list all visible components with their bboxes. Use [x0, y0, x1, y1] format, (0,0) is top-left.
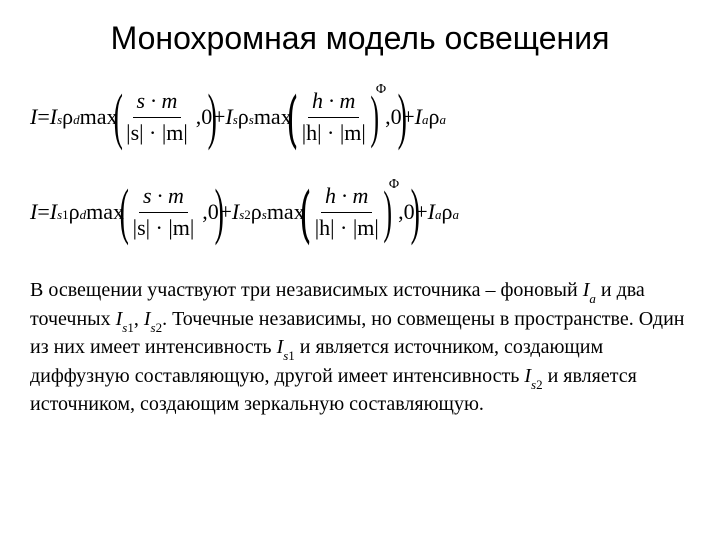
f1-Is2: I — [225, 104, 232, 130]
f2-rho-s-sub: s — [262, 207, 267, 223]
rparen-icon: ) — [208, 87, 217, 147]
f1-frac2: h · m |h| · |m| — [298, 88, 370, 146]
f2-rho-d-sub: d — [80, 207, 87, 223]
rparen-icon: ) — [214, 182, 223, 242]
f2-rho-d: ρ — [69, 199, 80, 225]
f1-Ia: I — [415, 104, 422, 130]
f2-Is2: I — [232, 199, 239, 225]
f1-Is-sub: s — [57, 112, 62, 128]
f1-max2: max — [254, 104, 292, 130]
p-Ia-sub: a — [589, 291, 596, 306]
f1-frac1-den-s: |s| · |m| — [126, 120, 188, 145]
p-Is1-num: 1 — [127, 320, 134, 335]
f1-rho-d-sub: d — [73, 112, 80, 128]
p-t1: В освещении участвуют три независимых ис… — [30, 279, 583, 301]
lparen-icon: ( — [302, 184, 311, 240]
f2-frac1: s · m |s| · |m| — [129, 183, 199, 241]
f2-Ia-sub: a — [435, 207, 442, 223]
rparen-icon: ) — [410, 182, 419, 242]
lparen-icon: ( — [113, 87, 122, 147]
f2-Is1: I — [50, 199, 57, 225]
rparen-icon: ) — [397, 87, 406, 147]
f1-rho-s: ρ — [238, 104, 249, 130]
f2-Is2-num: 2 — [244, 207, 251, 223]
f2-eq: = — [37, 199, 49, 225]
formula-2: I = Is1 ρd max ( s · m |s| · |m| ,0 ) + … — [30, 182, 690, 242]
f2-rho-s: ρ — [251, 199, 262, 225]
f2-frac1-den: |s| · |m| — [133, 215, 195, 240]
f2-phi: Φ — [389, 177, 399, 193]
f1-rho-a: ρ — [428, 104, 439, 130]
f1-frac2-den: |h| · |m| — [302, 120, 366, 145]
f1-frac1-num: s · m — [137, 88, 178, 113]
f1-eq: = — [37, 104, 49, 130]
lparen-icon: ( — [289, 89, 298, 145]
f1-Ia-sub: a — [422, 112, 429, 128]
page-title: Монохромная модель освещения — [30, 20, 690, 57]
f1-Is: I — [50, 104, 57, 130]
p-Is2: I — [144, 308, 151, 330]
f2-rho-a: ρ — [441, 199, 452, 225]
f1-frac1: s · m |s| · |m| — [122, 88, 192, 146]
f1-frac2-num: h · m — [312, 88, 355, 113]
p-Is2-sub: s — [151, 320, 156, 335]
f2-rho-a-sub: a — [452, 207, 459, 223]
f1-rho-s-sub: s — [249, 112, 254, 128]
f1-rho-a-sub: a — [439, 112, 446, 128]
lparen-icon: ( — [120, 182, 129, 242]
f1-phi: Φ — [376, 82, 386, 98]
body-paragraph: В освещении участвуют три независимых ис… — [30, 277, 690, 418]
f2-frac2-num: h · m — [325, 183, 368, 208]
f2-max1: max — [86, 199, 124, 225]
f2-frac2-den: |h| · |m| — [315, 215, 379, 240]
p-Is2b-num: 2 — [536, 377, 543, 392]
f2-Is1-num: 1 — [62, 207, 69, 223]
f1-max1: max — [80, 104, 118, 130]
formula-1: I = Is ρd max ( s · m |s| · |m| ,0 ) + I… — [30, 87, 690, 147]
f2-max2: max — [267, 199, 305, 225]
p-comma: , — [134, 308, 144, 330]
p-Is1b-num: 1 — [288, 348, 295, 363]
p-Is2-num: 2 — [156, 320, 163, 335]
f1-Is2-sub: s — [233, 112, 238, 128]
f2-Ia: I — [428, 199, 435, 225]
f2-frac1-num: s · m — [143, 183, 184, 208]
f2-frac2: h · m |h| · |m| — [311, 183, 383, 241]
f1-lhs: I — [30, 104, 37, 130]
f1-rho-d: ρ — [62, 104, 73, 130]
f2-lhs: I — [30, 199, 37, 225]
